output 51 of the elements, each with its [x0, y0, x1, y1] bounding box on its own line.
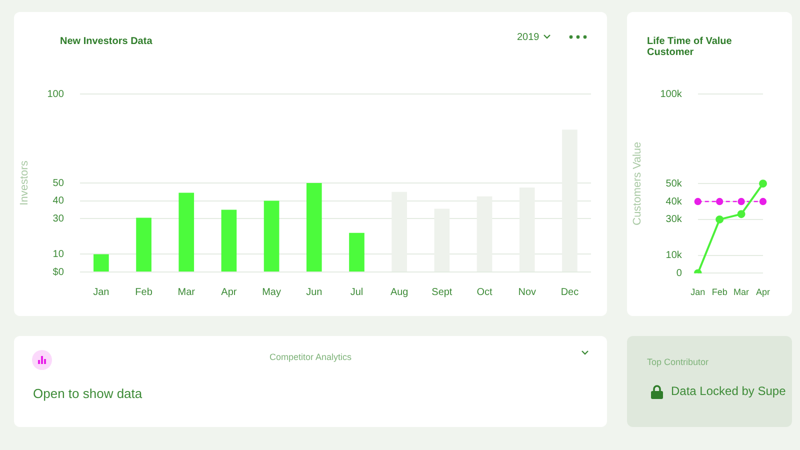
bar	[221, 210, 237, 272]
x-tick-label: Feb	[712, 287, 728, 298]
y-axis-title: Investors	[18, 160, 31, 206]
bar	[349, 232, 364, 272]
bar	[136, 218, 152, 272]
x-tick-label: Oct	[476, 286, 493, 298]
y-tick-label: 50k	[666, 178, 683, 190]
text: Top Contributor	[647, 357, 709, 367]
y-tick-label: 30	[52, 213, 64, 224]
y-tick-label: 100k	[660, 88, 683, 100]
bar	[94, 254, 109, 272]
point	[694, 198, 702, 206]
x-tick-label: Apr	[221, 286, 238, 298]
x-tick-label: Feb	[135, 286, 153, 298]
x-tick-label: Aug	[390, 286, 408, 298]
y-tick-label: 50	[52, 178, 64, 189]
y-tick-label: 10k	[666, 250, 683, 262]
x-tick-label: Dec	[560, 286, 579, 298]
y-tick-label: $0	[52, 266, 64, 278]
bar	[178, 192, 194, 272]
chart-title: Life Time of Value Customer	[647, 36, 733, 58]
point	[738, 198, 745, 206]
x-tick-label: Jul	[350, 286, 364, 298]
point	[759, 198, 767, 206]
chart-title: New Investors Data	[60, 36, 152, 47]
x-tick-label: Jan	[93, 286, 110, 298]
y-tick-label: 0	[676, 268, 682, 279]
x-tick-label: Jan	[690, 287, 706, 298]
point	[737, 210, 746, 218]
y-tick-label: 40	[52, 196, 64, 207]
x-tick-label: May	[262, 286, 282, 298]
bar	[264, 200, 280, 272]
y-tick-label: 100	[47, 88, 64, 100]
x-tick-label: Apr	[756, 287, 770, 298]
point	[759, 180, 767, 188]
x-tick-label: Sept	[432, 286, 452, 298]
point	[716, 198, 724, 206]
x-tick-label: Mar	[734, 287, 750, 298]
text: 2019	[517, 32, 540, 43]
x-tick-label: Nov	[518, 286, 536, 298]
bar	[306, 183, 322, 272]
text: Competitor Analytics	[268, 352, 353, 362]
y-tick-label: 40k	[666, 196, 683, 208]
y-tick-label: 30k	[666, 214, 683, 226]
y-axis-title: Customers Value	[632, 142, 644, 226]
point	[716, 215, 724, 224]
text: Open to show data	[33, 386, 142, 401]
text: Data Locked by Supe	[671, 384, 786, 398]
y-tick-label: 10	[52, 248, 64, 260]
x-tick-label: Jun	[306, 286, 322, 298]
x-tick-label: Mar	[178, 286, 196, 298]
